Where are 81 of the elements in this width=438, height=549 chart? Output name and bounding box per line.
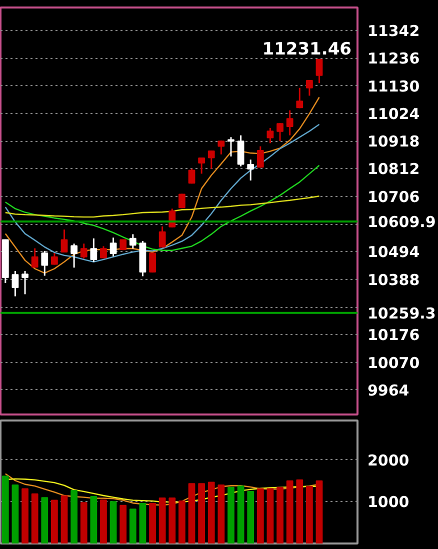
candlestick bbox=[31, 248, 38, 268]
candlestick bbox=[296, 87, 304, 109]
bar bbox=[306, 486, 313, 544]
bar bbox=[60, 495, 68, 544]
candlestick bbox=[247, 158, 254, 182]
bar bbox=[2, 476, 9, 544]
candlestick bbox=[256, 146, 264, 168]
bar bbox=[266, 488, 274, 544]
bar bbox=[168, 497, 176, 544]
candlestick bbox=[158, 226, 166, 248]
bar bbox=[120, 504, 127, 544]
candlestick bbox=[60, 228, 68, 254]
bar bbox=[276, 486, 284, 544]
line-series bbox=[4, 96, 320, 274]
bar bbox=[198, 483, 205, 544]
candlestick bbox=[100, 245, 107, 259]
bar bbox=[41, 497, 48, 544]
y-tick-label: 10812 bbox=[368, 160, 420, 178]
candlestick bbox=[129, 233, 136, 250]
line-series bbox=[4, 164, 320, 252]
y-tick-label: 2000 bbox=[368, 451, 410, 470]
candlestick bbox=[70, 242, 78, 268]
ref-line-label: 10609.9 bbox=[368, 212, 436, 231]
candlestick bbox=[316, 58, 323, 84]
candlestick bbox=[22, 270, 28, 295]
candlestick bbox=[276, 122, 284, 142]
bar bbox=[70, 490, 78, 544]
candlestick bbox=[90, 238, 98, 263]
candlestick bbox=[228, 136, 234, 158]
y-tick-label: 10176 bbox=[368, 326, 420, 344]
bar bbox=[286, 480, 294, 544]
candlestick bbox=[208, 150, 215, 170]
candlestick bbox=[149, 252, 156, 274]
y-tick-label: 10494 bbox=[368, 243, 420, 262]
bar bbox=[22, 488, 28, 544]
y-tick-label: 1000 bbox=[368, 493, 410, 512]
bar bbox=[316, 480, 323, 544]
y-tick-label: 11342 bbox=[368, 22, 420, 40]
candlestick bbox=[188, 168, 196, 184]
bar bbox=[158, 497, 166, 544]
bar bbox=[110, 501, 117, 544]
candlestick bbox=[218, 140, 225, 156]
candlestick bbox=[286, 110, 294, 136]
bar bbox=[90, 496, 98, 544]
bar bbox=[31, 493, 38, 544]
candlestick bbox=[266, 127, 274, 144]
bar bbox=[12, 484, 19, 544]
candlestick bbox=[198, 156, 205, 174]
candlestick bbox=[306, 79, 313, 96]
y-tick-label: 10070 bbox=[368, 354, 420, 372]
bar bbox=[256, 488, 264, 544]
candlestick bbox=[168, 208, 176, 228]
bar bbox=[80, 502, 88, 544]
bar bbox=[208, 482, 215, 544]
bar bbox=[218, 484, 225, 544]
bar bbox=[188, 483, 196, 544]
candlestick bbox=[80, 242, 88, 260]
bar bbox=[51, 500, 58, 544]
bar bbox=[296, 479, 304, 544]
y-tick-label: 11236 bbox=[368, 50, 420, 68]
bar bbox=[228, 486, 234, 544]
bar bbox=[129, 508, 136, 544]
candlestick bbox=[41, 250, 48, 276]
y-tick-label: 11130 bbox=[368, 77, 420, 96]
bar bbox=[149, 502, 156, 544]
annotation: 11231.46 bbox=[262, 40, 352, 60]
bar bbox=[237, 486, 244, 544]
y-tick-label: 10918 bbox=[368, 132, 420, 151]
y-tick-label: 11024 bbox=[368, 104, 420, 123]
candlestick bbox=[12, 270, 19, 298]
ref-line-label: 10259.3 bbox=[368, 304, 436, 322]
y-tick-label: 10388 bbox=[368, 270, 420, 289]
candlestick bbox=[110, 236, 117, 258]
line-series bbox=[4, 124, 320, 263]
bar bbox=[178, 500, 186, 544]
candlestick bbox=[237, 134, 244, 168]
bar bbox=[247, 490, 254, 544]
y-tick-label: 10706 bbox=[368, 188, 420, 206]
bar bbox=[139, 502, 146, 544]
bar bbox=[100, 499, 107, 544]
y-tick-label: 9964 bbox=[368, 381, 410, 400]
